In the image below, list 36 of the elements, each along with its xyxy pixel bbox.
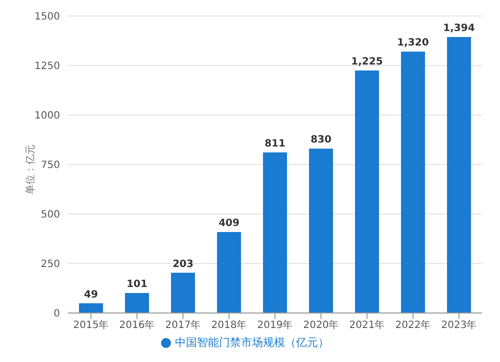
y-tick-label: 1500: [34, 12, 60, 23]
bar: [447, 36, 471, 313]
x-tick-label: 2021年: [349, 319, 385, 332]
bar: [309, 148, 333, 313]
bar: [401, 52, 425, 313]
x-tick-label: 2018年: [211, 319, 247, 332]
y-tick-label: 750: [40, 160, 60, 172]
bar: [355, 70, 379, 313]
y-tick-label: 1250: [34, 61, 60, 72]
bar: [217, 232, 241, 313]
bar: [171, 272, 195, 313]
x-tick-label: 2017年: [165, 319, 201, 332]
data-label: 1,320: [397, 38, 429, 49]
data-label: 101: [126, 279, 148, 290]
data-label: 811: [264, 138, 286, 150]
bar: [263, 152, 287, 313]
data-label: 409: [218, 218, 240, 230]
y-tick-label: 1000: [34, 110, 60, 122]
x-tick-label: 2015年: [73, 319, 109, 332]
x-tick-label: 2016年: [119, 319, 155, 332]
y-axis-title: 单位：亿元: [24, 144, 37, 194]
data-label: 830: [310, 134, 332, 146]
x-tick-label: 2019年: [257, 319, 293, 332]
data-label: 49: [84, 289, 98, 300]
bar: [125, 293, 149, 313]
y-tick-label: 0: [54, 308, 60, 320]
y-tick-label: 250: [40, 259, 60, 270]
data-label: 203: [172, 258, 194, 270]
y-tick-label: 500: [40, 210, 60, 221]
legend-label: 中国智能门禁市场规模（亿元）: [175, 336, 329, 349]
bar: [79, 303, 103, 313]
x-tick-label: 2022年: [395, 319, 431, 332]
data-label: 1,394: [443, 22, 475, 34]
x-tick-label: 2020年: [303, 319, 339, 332]
x-tick-label: 2023年: [441, 319, 477, 332]
data-label: 1,225: [351, 56, 383, 68]
